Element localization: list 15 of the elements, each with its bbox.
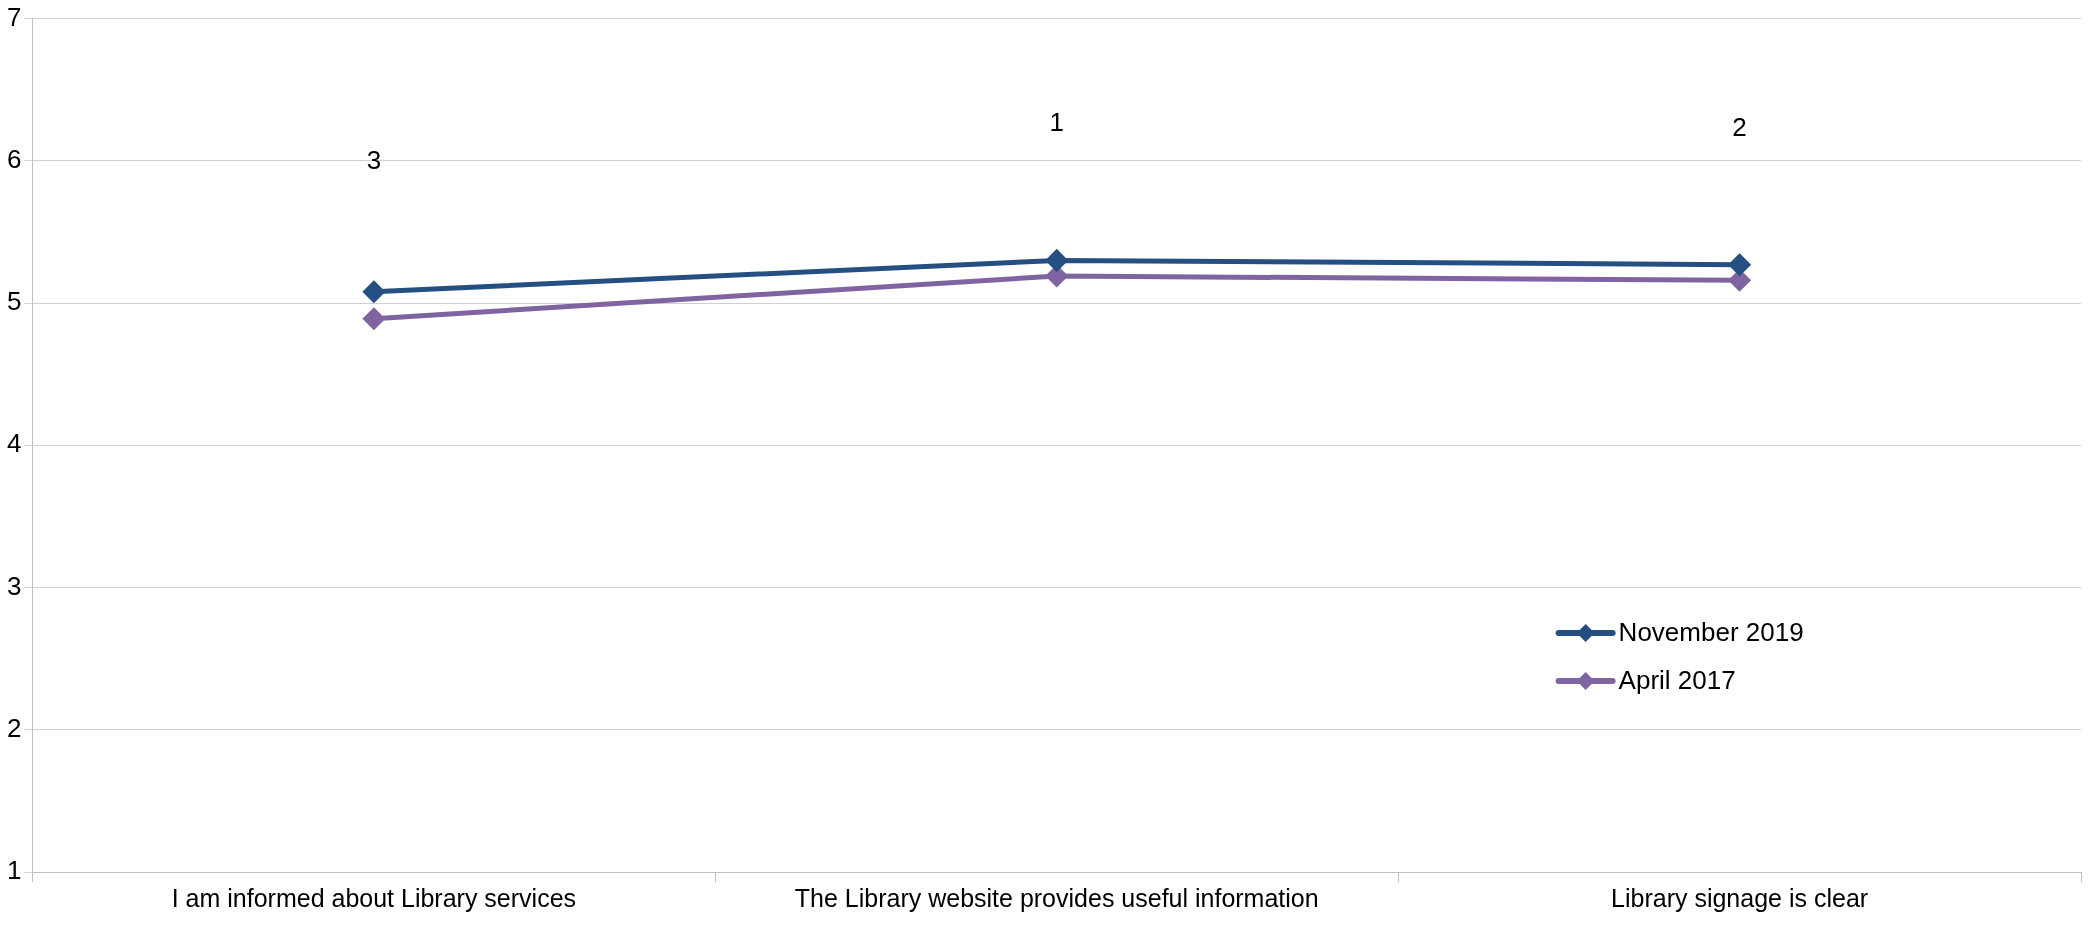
x-tick-label: I am informed about Library services [171, 883, 577, 912]
annotation: 1 [1049, 106, 1064, 137]
y-tick-label: 1 [6, 855, 22, 886]
x-tick-label: Library signage is clear [1611, 883, 1869, 912]
legend-label: November 2019 [1618, 617, 1804, 648]
y-tick-label: 4 [6, 428, 22, 459]
y-tick-label: 7 [6, 1, 22, 32]
x-tick-label: The Library website provides useful information [794, 883, 1319, 912]
annotation: 2 [1732, 111, 1747, 142]
annotation: 3 [366, 144, 382, 175]
y-tick-label: 3 [6, 570, 22, 601]
y-tick-label: 2 [6, 712, 22, 743]
legend-label: April 2017 [1618, 665, 1736, 696]
y-tick-label: 5 [6, 286, 22, 317]
y-tick-label: 6 [6, 144, 22, 175]
